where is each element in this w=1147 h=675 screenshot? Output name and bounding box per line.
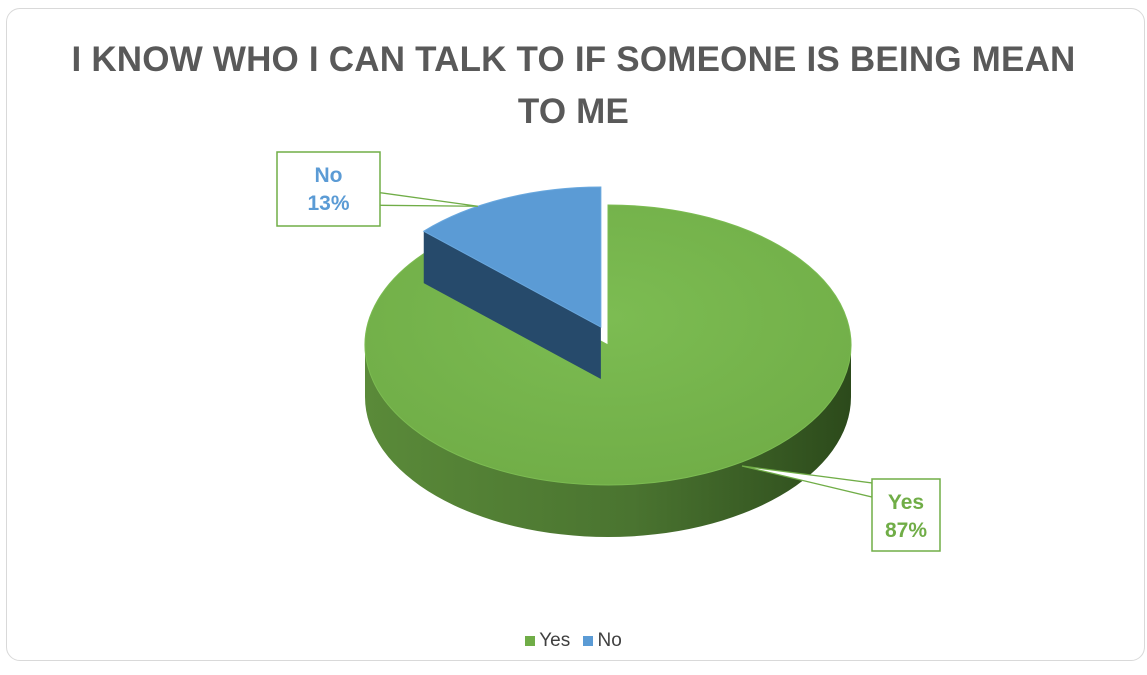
- legend-swatch-no: [583, 636, 594, 646]
- slice-no: [422, 186, 602, 328]
- legend-item-yes: Yes: [525, 630, 570, 652]
- data-label-no-category: No: [315, 164, 343, 187]
- legend: Yes No: [0, 630, 1147, 652]
- chart-title: I KNOW WHO I CAN TALK TO IF SOMEONE IS B…: [71, 40, 1076, 131]
- slice-no-side: [423, 231, 601, 380]
- slice-yes-side: [365, 345, 851, 537]
- data-label-yes-category: Yes: [888, 491, 924, 514]
- leader-line-no: [379, 192, 478, 207]
- legend-label-no: No: [597, 630, 622, 651]
- data-label-box-yes: [871, 478, 941, 552]
- legend-item-no: No: [583, 630, 622, 652]
- legend-swatch-yes: [525, 636, 536, 646]
- data-label-no-percent: 13%: [307, 192, 349, 215]
- legend-label-yes: Yes: [539, 630, 571, 651]
- data-label-box-no: [276, 151, 381, 227]
- slice-yes: [364, 204, 852, 486]
- data-label-yes-percent: 87%: [885, 519, 927, 542]
